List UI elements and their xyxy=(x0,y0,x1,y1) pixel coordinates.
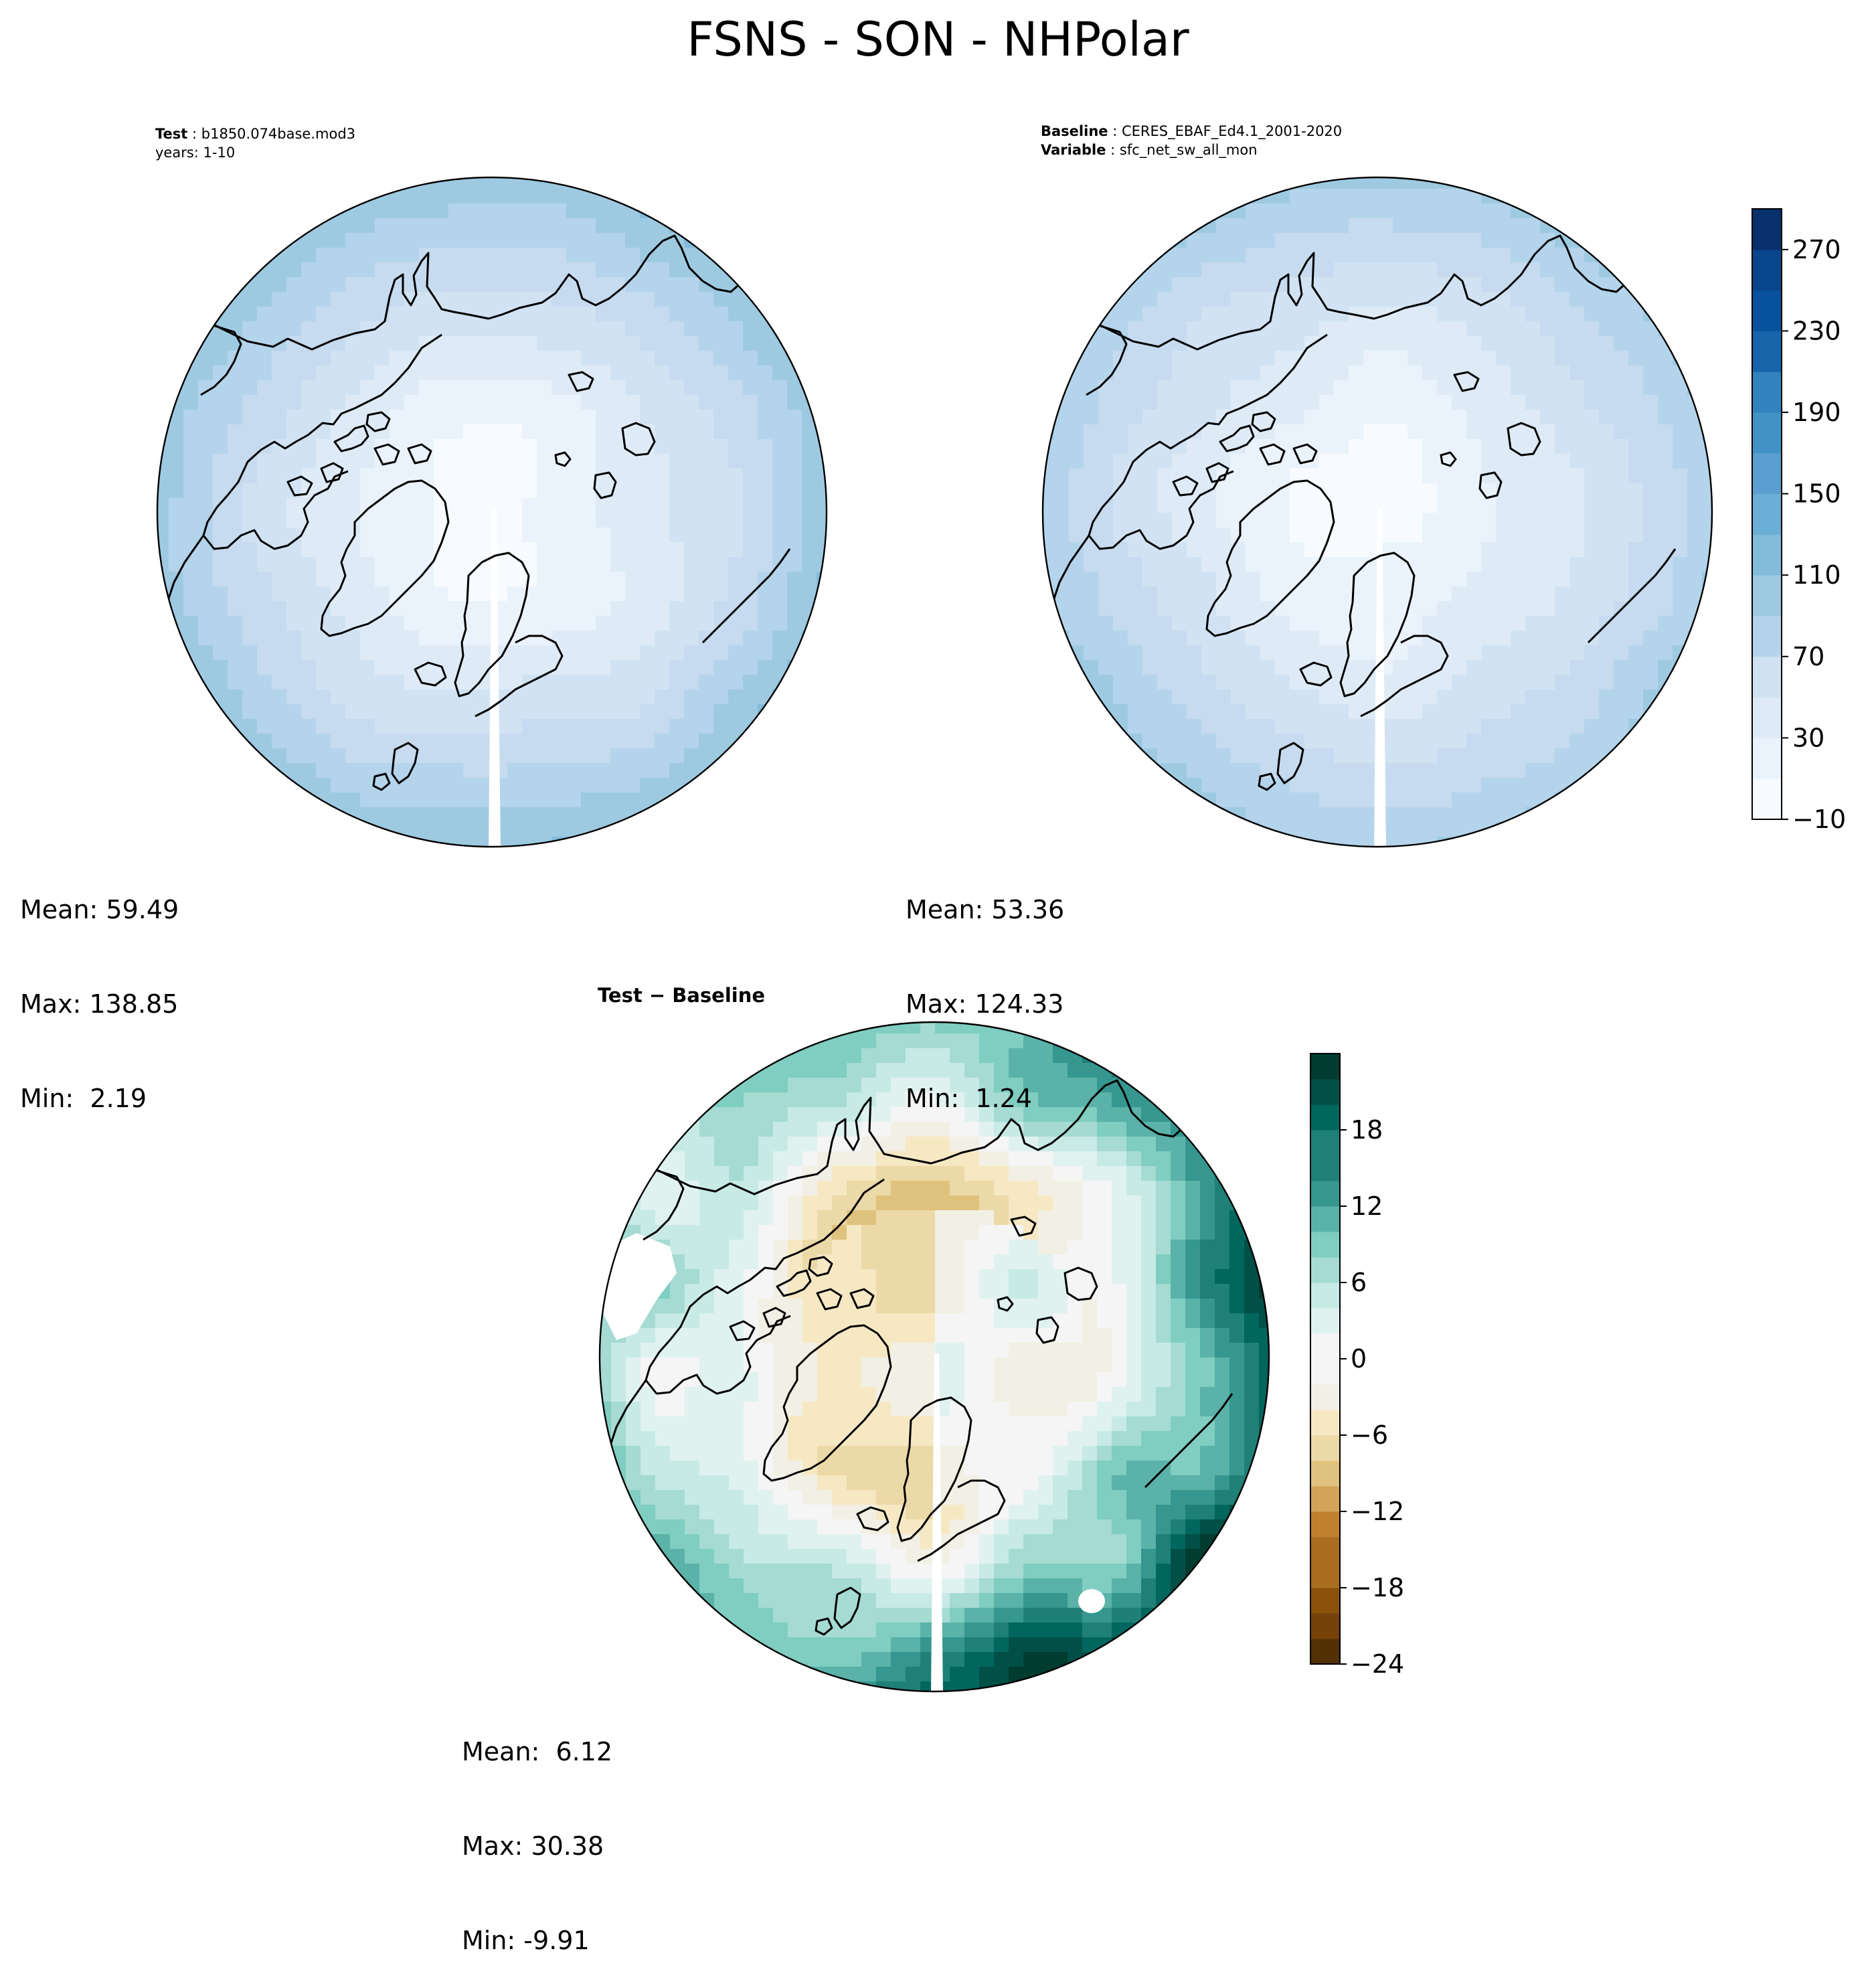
colorbar-tick-label: 70 xyxy=(1792,642,1824,671)
colorbar-segment xyxy=(1310,1104,1340,1131)
colorbar-segment xyxy=(1310,1333,1340,1359)
colorbar-segment xyxy=(1310,1181,1340,1207)
colorbar-segment xyxy=(1310,1308,1340,1334)
test-label: Test xyxy=(155,126,187,142)
colorbar-segment xyxy=(1752,616,1782,657)
colorbar-segment xyxy=(1310,1282,1340,1309)
colorbar-segment xyxy=(1310,1206,1340,1232)
colorbar-tick-label: 150 xyxy=(1792,479,1841,509)
colorbar-tick-label: −18 xyxy=(1351,1573,1404,1602)
colorbar-segment xyxy=(1310,1511,1340,1538)
colorbar-segment xyxy=(1752,534,1782,575)
colorbar-segment xyxy=(1310,1359,1340,1385)
variable-name: sfc_net_sw_all_mon xyxy=(1120,142,1258,158)
test-min: Min: 2.19 xyxy=(20,1083,179,1114)
colorbar-segment xyxy=(1310,1562,1340,1588)
colorbar-segment xyxy=(1310,1257,1340,1283)
diff-mean: Mean: 6.12 xyxy=(462,1736,612,1768)
colorbar-segment xyxy=(1310,1588,1340,1614)
colorbar-tick-label: 18 xyxy=(1351,1115,1383,1145)
colorbar-tick-label: 110 xyxy=(1792,560,1841,590)
figure-title: FSNS - SON - NHPolar xyxy=(0,12,1876,67)
baseline-polar-map xyxy=(1039,174,1715,850)
colorbar-segment xyxy=(1752,494,1782,535)
diff-min: Min: -9.91 xyxy=(462,1925,612,1957)
colorbar-tick-label: 12 xyxy=(1351,1191,1383,1221)
diff-title: Test − Baseline xyxy=(598,984,765,1007)
colorbar-segment xyxy=(1310,1155,1340,1181)
colorbar-segment xyxy=(1310,1232,1340,1258)
colorbar-segment xyxy=(1310,1537,1340,1563)
colorbar-tick-label: −6 xyxy=(1351,1420,1388,1450)
test-stats: Mean: 59.49 Max: 138.85 Min: 2.19 xyxy=(20,831,179,1146)
baseline-min: Min: 1.24 xyxy=(906,1083,1064,1114)
baseline-max: Max: 124.33 xyxy=(906,989,1064,1020)
colorbar-segment xyxy=(1752,209,1782,250)
test-header: Test : b1850.074base.mod3 years: 1-10 xyxy=(155,125,355,162)
colorbar-tick-label: −10 xyxy=(1792,805,1846,834)
colorbar-segment xyxy=(1752,453,1782,494)
colorbar-segment xyxy=(1310,1410,1340,1436)
colorbar-tick-label: −24 xyxy=(1351,1649,1404,1679)
colorbar-tick-label: 190 xyxy=(1792,398,1841,427)
colorbar-segment xyxy=(1752,697,1782,738)
colorbar-segment xyxy=(1752,371,1782,412)
colorbar-tick-label: 30 xyxy=(1792,723,1824,752)
colorbar-segment xyxy=(1752,331,1782,371)
colorbar-segment xyxy=(1310,1435,1340,1461)
colorbar-segment xyxy=(1752,738,1782,778)
colorbar-tick-label: 230 xyxy=(1792,316,1841,345)
variable-label: Variable xyxy=(1041,142,1106,158)
colorbar-segment xyxy=(1310,1486,1340,1512)
diff-stats: Mean: 6.12 Max: 30.38 Min: -9.91 xyxy=(462,1673,612,1988)
baseline-mean: Mean: 53.36 xyxy=(906,894,1064,926)
test-polar-map xyxy=(154,174,830,850)
test-years: years: 1-10 xyxy=(155,143,355,162)
test-max: Max: 138.85 xyxy=(20,989,179,1020)
colorbar-segment xyxy=(1310,1384,1340,1410)
baseline-dataset-name: CERES_EBAF_Ed4.1_2001-2020 xyxy=(1122,123,1342,139)
colorbar-segment xyxy=(1310,1613,1340,1639)
colorbar-segment xyxy=(1310,1461,1340,1487)
baseline-header: Baseline : CERES_EBAF_Ed4.1_2001-2020 Va… xyxy=(1041,122,1342,159)
baseline-label: Baseline xyxy=(1041,123,1108,139)
colorbar-segment xyxy=(1310,1639,1340,1665)
colorbar-segment xyxy=(1752,575,1782,616)
diff-max: Max: 30.38 xyxy=(462,1831,612,1862)
colorbar-tick-label: −12 xyxy=(1351,1497,1404,1526)
colorbar-segment xyxy=(1752,657,1782,697)
colorbar-tick-label: 270 xyxy=(1792,235,1841,264)
colorbar-segment xyxy=(1310,1130,1340,1156)
test-case-name: b1850.074base.mod3 xyxy=(201,126,355,142)
colorbar-segment xyxy=(1310,1054,1340,1080)
colorbar-segment xyxy=(1752,291,1782,331)
test-mean: Mean: 59.49 xyxy=(20,894,179,926)
colorbar-segment xyxy=(1752,412,1782,453)
colorbar-segment xyxy=(1310,1079,1340,1105)
colorbar-segment xyxy=(1752,778,1782,819)
colorbar-tick-label: 6 xyxy=(1351,1268,1367,1297)
colorbar-segment xyxy=(1752,250,1782,291)
baseline-stats: Mean: 53.36 Max: 124.33 Min: 1.24 xyxy=(906,831,1064,1146)
colorbar-tick-label: 0 xyxy=(1351,1344,1367,1374)
